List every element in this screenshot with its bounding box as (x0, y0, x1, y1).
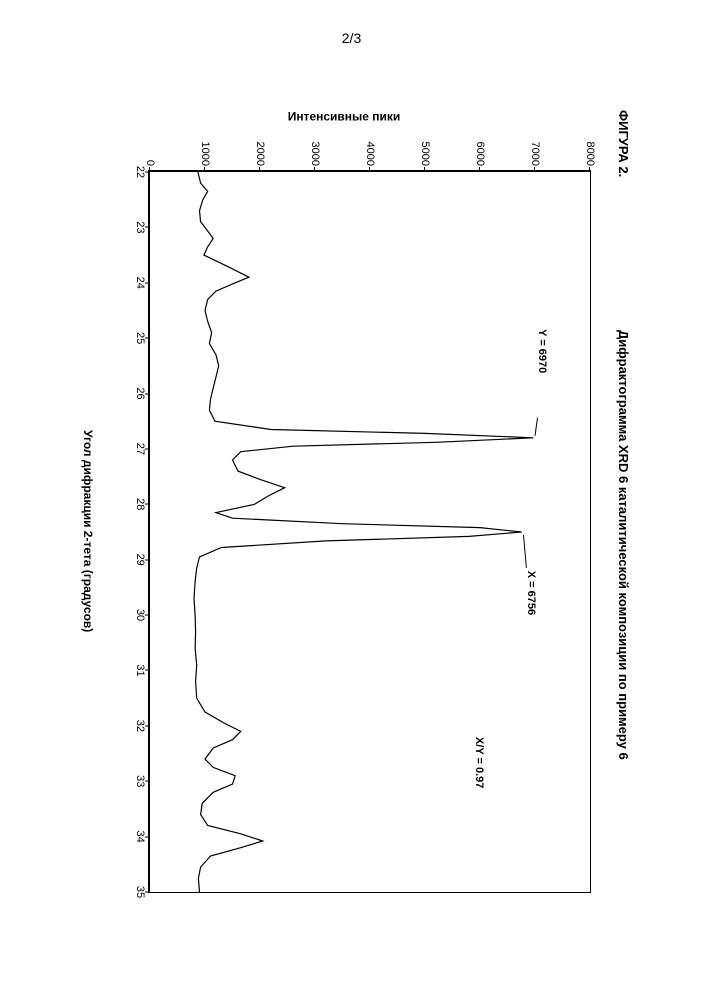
x-tick-mark (145, 836, 150, 837)
y-tick-mark (424, 167, 425, 172)
y-tick-label: 4000 (364, 126, 376, 172)
chart-title: Дифрактограмма XRD 6 каталитической комп… (616, 330, 631, 760)
y-tick-label: 7000 (529, 126, 541, 172)
chart-container: ФИГУРА 2. Дифрактограмма XRD 6 каталитич… (71, 90, 631, 910)
x-axis-label: Угол дифракции 2-тета (градусов) (81, 430, 95, 632)
x-tick-mark (145, 282, 150, 283)
annotation-ratio: X/Y = 0.97 (474, 737, 486, 788)
x-tick-mark (145, 725, 150, 726)
x-tick-mark (145, 172, 150, 173)
y-tick-label: 6000 (474, 126, 486, 172)
y-tick-mark (534, 167, 535, 172)
x-tick-mark (145, 670, 150, 671)
x-tick-mark (145, 892, 150, 893)
x-tick-mark (145, 559, 150, 560)
annotation-x-peak: X = 6756 (526, 571, 538, 615)
x-tick-mark (145, 338, 150, 339)
y-tick-label: 8000 (584, 126, 596, 172)
y-tick-mark (369, 167, 370, 172)
y-tick-mark (204, 167, 205, 172)
y-tick-label: 1000 (199, 126, 211, 172)
y-axis-label: Интенсивные пики (288, 109, 401, 123)
plot-area: 0100020003000400050006000700080002223242… (148, 170, 591, 893)
y-tick-label: 2000 (254, 126, 266, 172)
y-tick-label: 5000 (419, 126, 431, 172)
x-tick-mark (145, 504, 150, 505)
x-tick-mark (145, 781, 150, 782)
y-tick-mark (589, 167, 590, 172)
figure-label: ФИГУРА 2. (616, 110, 631, 177)
xrd-curve (150, 172, 590, 892)
page-number: 2/3 (342, 30, 361, 46)
y-tick-label: 3000 (309, 126, 321, 172)
y-tick-mark (259, 167, 260, 172)
x-tick-mark (145, 227, 150, 228)
x-tick-mark (145, 448, 150, 449)
x-tick-mark (145, 615, 150, 616)
annotation-y-peak: Y = 6970 (537, 329, 549, 373)
y-tick-mark (479, 167, 480, 172)
x-tick-mark (145, 393, 150, 394)
y-tick-mark (314, 167, 315, 172)
